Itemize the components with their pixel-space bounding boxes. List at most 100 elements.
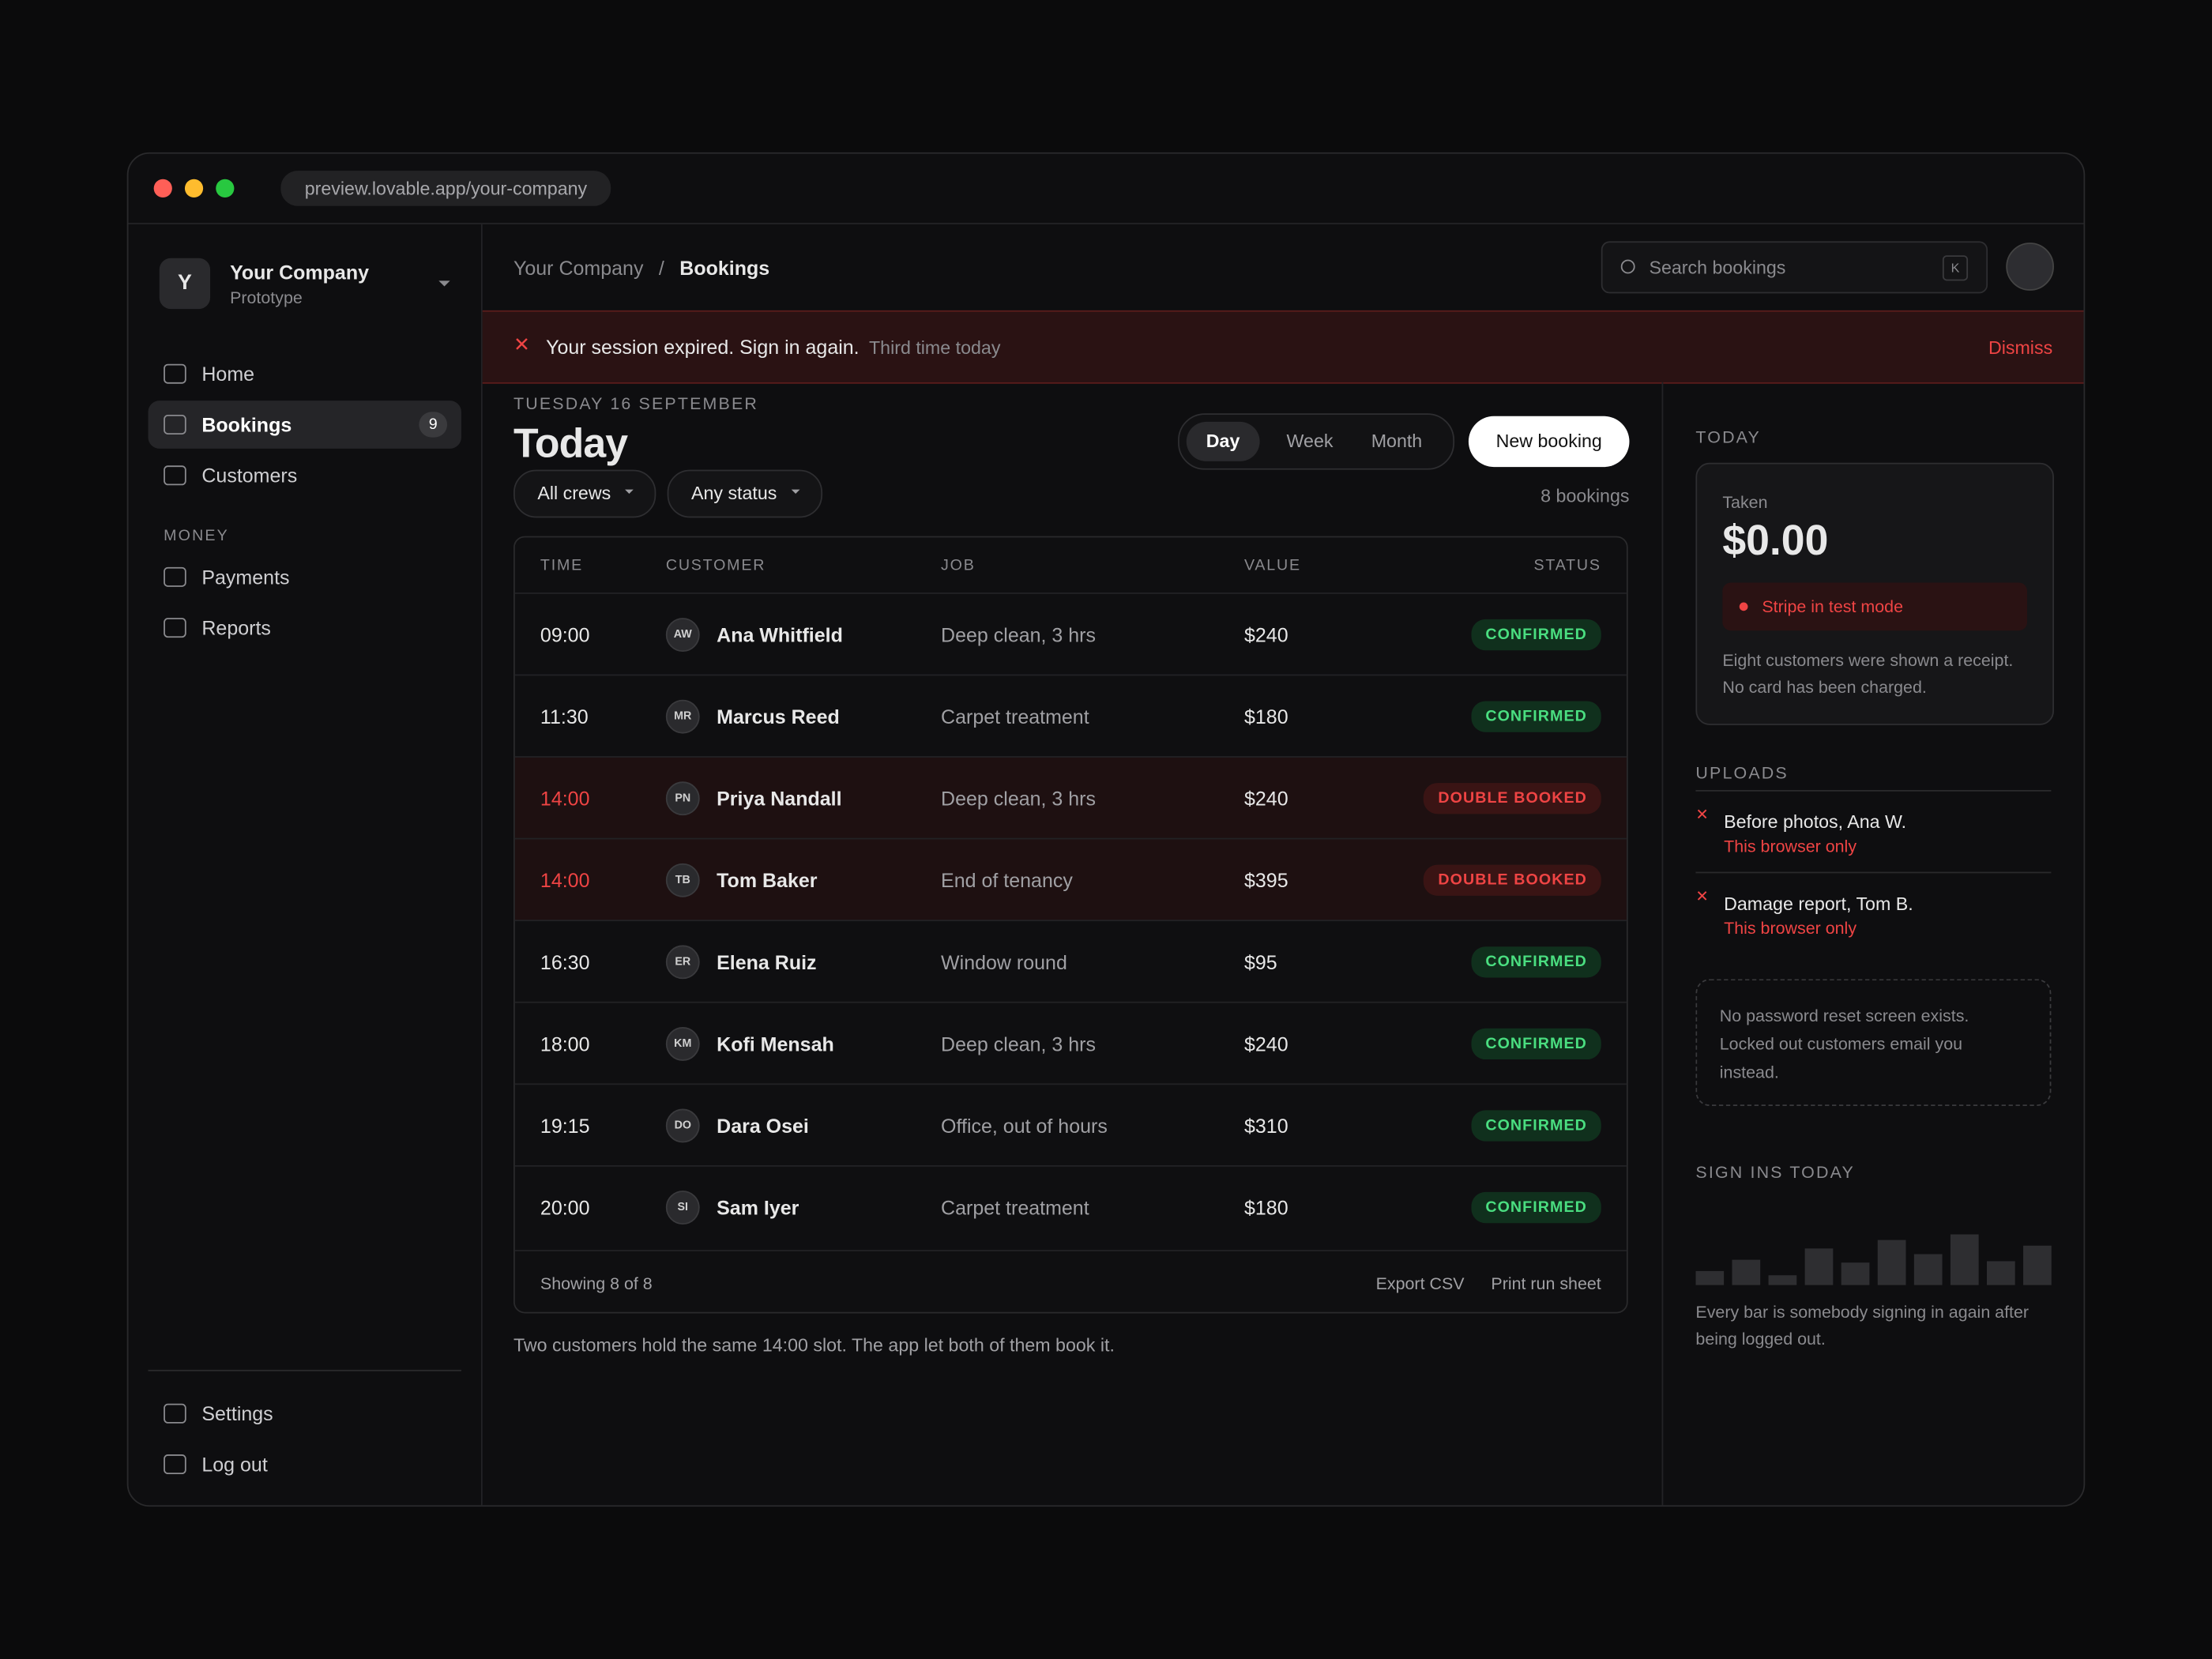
value: $395 — [1243, 868, 1288, 892]
table-row[interactable]: 19:15 DO Dara Osei Office, out of hours $310… — [514, 1083, 1627, 1166]
new-booking-button[interactable]: New booking — [1468, 416, 1630, 468]
job: Office, out of hours — [941, 1114, 1108, 1138]
filter[interactable]: Any status — [667, 469, 822, 518]
nav-label: Reports — [201, 616, 271, 639]
min-dot[interactable] — [184, 179, 204, 198]
nav-item[interactable]: Payments — [148, 553, 461, 601]
sidebar: Y Your Company Prototype MONEY Home Booki… — [128, 224, 483, 1506]
signin-bar — [1841, 1262, 1870, 1285]
nav-icon — [164, 618, 186, 638]
customer-avatar: MR — [665, 699, 700, 734]
nav-label: Home — [201, 362, 255, 386]
upload-title: Damage report, Tom B. — [1724, 893, 1913, 915]
customer-avatar: DO — [665, 1108, 700, 1143]
nav-icon — [164, 1454, 186, 1475]
upload-item: ✕ Damage report, Tom B. This browser only — [1695, 871, 2052, 955]
dismiss[interactable]: Dismiss — [1988, 337, 2053, 359]
view-option[interactable]: Month — [1371, 430, 1423, 452]
crumb[interactable]: Your Company — [513, 256, 644, 280]
warning-text: Stripe in test mode — [1762, 596, 1904, 617]
browser-window: preview.lovable.app/your-company Y Your … — [126, 152, 2086, 1507]
crumb-sep: / — [658, 256, 664, 280]
notice: No password reset screen exists. Locked … — [1695, 979, 2052, 1106]
column-header: VALUE — [1243, 557, 1301, 574]
side-panel: TODAY Taken $0.00 Stripe in test mode Ei… — [1661, 382, 2084, 1506]
company-name[interactable]: Your Company — [230, 261, 370, 284]
table-row[interactable]: 16:30 ER Elena Ruiz Window round $95 CONFIRME… — [514, 920, 1627, 1003]
footnote: Two customers hold the same 14:00 slot. … — [513, 1334, 1115, 1356]
table-row[interactable]: 20:00 SI Sam Iyer Carpet treatment $180 CONFI… — [514, 1164, 1627, 1248]
max-dot[interactable] — [216, 179, 235, 198]
view-option[interactable]: Week — [1286, 430, 1334, 452]
notice-text: No password reset screen exists. Locked … — [1719, 1006, 1969, 1082]
job: End of tenancy — [941, 868, 1073, 892]
table-action[interactable]: Export CSV — [1375, 1273, 1465, 1294]
customer-name: Marcus Reed — [717, 705, 840, 728]
nav-icon — [164, 1403, 186, 1424]
avatar[interactable] — [2006, 243, 2054, 291]
time: 20:00 — [540, 1196, 590, 1219]
nav-icon — [164, 465, 186, 486]
table-row[interactable]: 11:30 MR Marcus Reed Carpet treatment $180 CO… — [514, 674, 1627, 758]
customer-name: Kofi Mensah — [717, 1033, 834, 1055]
value: $240 — [1243, 623, 1288, 646]
search-box[interactable]: Search bookings K — [1601, 241, 1988, 294]
nav-badge: 9 — [419, 412, 448, 438]
divider — [128, 223, 2084, 224]
column-header: TIME — [540, 557, 583, 574]
table-row[interactable]: 09:00 AW Ana Whitfield Deep clean, 3 hrs $24… — [514, 592, 1627, 675]
job: Window round — [941, 950, 1067, 974]
nav-item[interactable]: Customers — [148, 451, 461, 499]
breadcrumb: Your Company / Bookings — [514, 257, 769, 280]
table-action[interactable]: Print run sheet — [1491, 1273, 1601, 1294]
filter-label: All crews — [537, 482, 611, 504]
customer-name: Tom Baker — [717, 868, 818, 892]
receipt-note: Eight customers were shown a receipt. No… — [1722, 650, 2014, 698]
value: $240 — [1243, 1033, 1288, 1055]
status-badge: CONFIRMED — [1471, 1110, 1601, 1142]
nav-item[interactable]: Reports — [148, 604, 461, 652]
nav-item[interactable]: Bookings 9 — [148, 401, 461, 449]
nav-item[interactable]: Settings — [148, 1390, 461, 1438]
alert-detail: Third time today — [868, 337, 1001, 359]
warning-dot — [1739, 602, 1748, 611]
shortcut: K — [1942, 255, 1969, 281]
time: 16:30 — [540, 950, 590, 974]
time: 14:00 — [540, 868, 590, 892]
filter[interactable]: All crews — [513, 469, 656, 518]
customer-name: Elena Ruiz — [717, 950, 817, 974]
nav-label: Settings — [201, 1401, 273, 1425]
customer-name: Dara Osei — [717, 1114, 809, 1138]
showing: Showing 8 of 8 — [540, 1273, 653, 1294]
job: Deep clean, 3 hrs — [941, 1033, 1097, 1055]
view-option[interactable]: Day — [1186, 421, 1260, 461]
upload-note: This browser only — [1724, 836, 1857, 856]
view-toggle: Day Week Month — [1178, 413, 1455, 470]
filter-caret — [791, 489, 799, 498]
signin-bar — [1804, 1248, 1834, 1285]
customer-avatar: AW — [665, 618, 700, 652]
status-badge: CONFIRMED — [1471, 1191, 1601, 1224]
close-dot[interactable] — [153, 179, 172, 198]
table-row[interactable]: 14:00 TB Tom Baker End of tenancy $395 DOUBLE… — [514, 837, 1627, 922]
uploads-heading: UPLOADS — [1695, 763, 1789, 784]
nav-item[interactable]: Home — [148, 350, 461, 398]
time: 09:00 — [540, 623, 590, 646]
table-row[interactable]: 18:00 KM Kofi Mensah Deep clean, 3 hrs $240 C… — [514, 1001, 1627, 1085]
time: 14:00 — [540, 787, 590, 810]
table-row[interactable]: 14:00 PN Priya Nandall Deep clean, 3 hrs $24… — [514, 756, 1627, 840]
status-badge: CONFIRMED — [1471, 701, 1601, 732]
dropdown-caret[interactable] — [438, 280, 450, 292]
url-bar[interactable]: preview.lovable.app/your-company — [280, 171, 611, 206]
divider — [148, 1369, 461, 1371]
alert-banner: ✕ Your session expired. Sign in again. T… — [482, 310, 2084, 384]
nav-item[interactable]: Log out — [148, 1440, 461, 1488]
search-icon — [1620, 259, 1635, 274]
taken-card: Taken $0.00 Stripe in test mode Eight cu… — [1695, 462, 2054, 725]
signin-bar — [2023, 1245, 2052, 1285]
signin-bar — [1768, 1275, 1797, 1285]
upload-icon: ✕ — [1695, 807, 1709, 824]
column-header: STATUS — [1533, 557, 1601, 574]
signin-bar — [1913, 1254, 1943, 1285]
customer-avatar: TB — [665, 863, 700, 897]
